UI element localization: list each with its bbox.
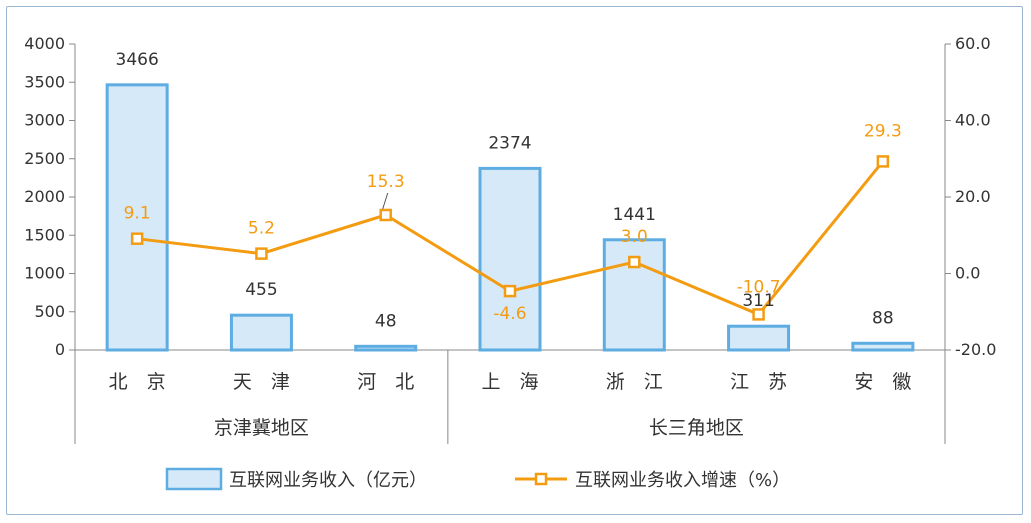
category-label: 天 津 <box>233 371 290 393</box>
y-left-tick-label: 2000 <box>24 187 65 206</box>
line-value-label: 15.3 <box>367 172 405 192</box>
line-value-label: 29.3 <box>864 121 902 141</box>
bar <box>229 313 293 352</box>
category-label: 江 苏 <box>730 371 787 393</box>
category-label: 河 北 <box>357 371 414 393</box>
line-point <box>876 155 890 168</box>
y-left-tick-label: 500 <box>34 302 65 321</box>
category-label: 安 徽 <box>854 371 911 393</box>
line-point <box>503 284 517 298</box>
label-leader-line <box>382 192 389 210</box>
line-series <box>130 155 890 321</box>
bar <box>727 324 791 352</box>
category-label: 北 京 <box>109 371 166 393</box>
y-right-tick-label: -20.0 <box>955 340 996 359</box>
axes: 0 500 1000 1500 2000 2500 3000 3500 4000 -20.0 0.0… <box>24 34 996 359</box>
bar-value-label: 88 <box>872 308 894 328</box>
line-value-label: 5.2 <box>248 219 275 239</box>
y-right-tick-label: 60.0 <box>955 34 991 53</box>
y-left-tick-label: 4000 <box>24 34 65 53</box>
y-left-tick-label: 1500 <box>24 225 65 244</box>
data-labels: 3466 455 48 2374 1441 311 88 9.1 5.2 15.3 -4.6 3.0 -… <box>116 50 902 331</box>
bar <box>851 341 915 352</box>
y-left-tick-label: 1000 <box>24 264 65 283</box>
category-label: 浙 江 <box>606 371 663 393</box>
y-right-tick-label: 40.0 <box>955 111 991 130</box>
y-right-tick-label: 0.0 <box>955 264 980 283</box>
line-value-label: -4.6 <box>493 304 526 324</box>
bars <box>105 83 915 352</box>
chart-svg: 0 500 1000 1500 2000 2500 3000 3500 4000 -20.0 0.0… <box>24 34 996 491</box>
y-left-tick-label: 3000 <box>24 111 65 130</box>
y-left-tick-label: 0 <box>55 340 65 359</box>
chart-frame: 0 500 1000 1500 2000 2500 3000 3500 4000 -20.0 0.0… <box>6 6 1023 515</box>
category-label: 上 海 <box>481 371 538 393</box>
bar-value-label: 455 <box>245 280 277 300</box>
y-right-tick-label: 20.0 <box>955 187 991 206</box>
bar <box>105 83 169 352</box>
bar-value-label: 311 <box>742 291 774 311</box>
legend-bar-label: 互联网业务收入（亿元） <box>229 470 427 491</box>
line-point <box>130 232 144 245</box>
bar-value-label: 48 <box>375 311 397 331</box>
bar <box>478 166 542 352</box>
line-value-label: 9.1 <box>124 204 151 224</box>
y-left-tick-label: 2500 <box>24 149 65 168</box>
bar <box>354 344 418 352</box>
y-left-tick-label: 3500 <box>24 72 65 91</box>
legend-bar-swatch <box>165 467 223 491</box>
line-point <box>255 247 268 260</box>
bar-value-label: 3466 <box>116 50 159 70</box>
legend-line-label: 互联网业务收入增速（%） <box>575 470 790 491</box>
line-point <box>379 208 392 222</box>
legend-line-marker <box>534 472 548 486</box>
bar-value-label: 1441 <box>613 205 656 225</box>
legend: 互联网业务收入（亿元） 互联网业务收入增速（%） <box>165 467 790 491</box>
line-value-label: 3.0 <box>621 227 648 247</box>
bar-value-label: 2374 <box>488 133 531 153</box>
line-value-label: -10.7 <box>737 277 781 297</box>
line-point <box>752 308 765 321</box>
line-point <box>628 255 641 269</box>
group-label: 京津冀地区 <box>214 417 309 439</box>
group-label: 长三角地区 <box>649 417 744 439</box>
